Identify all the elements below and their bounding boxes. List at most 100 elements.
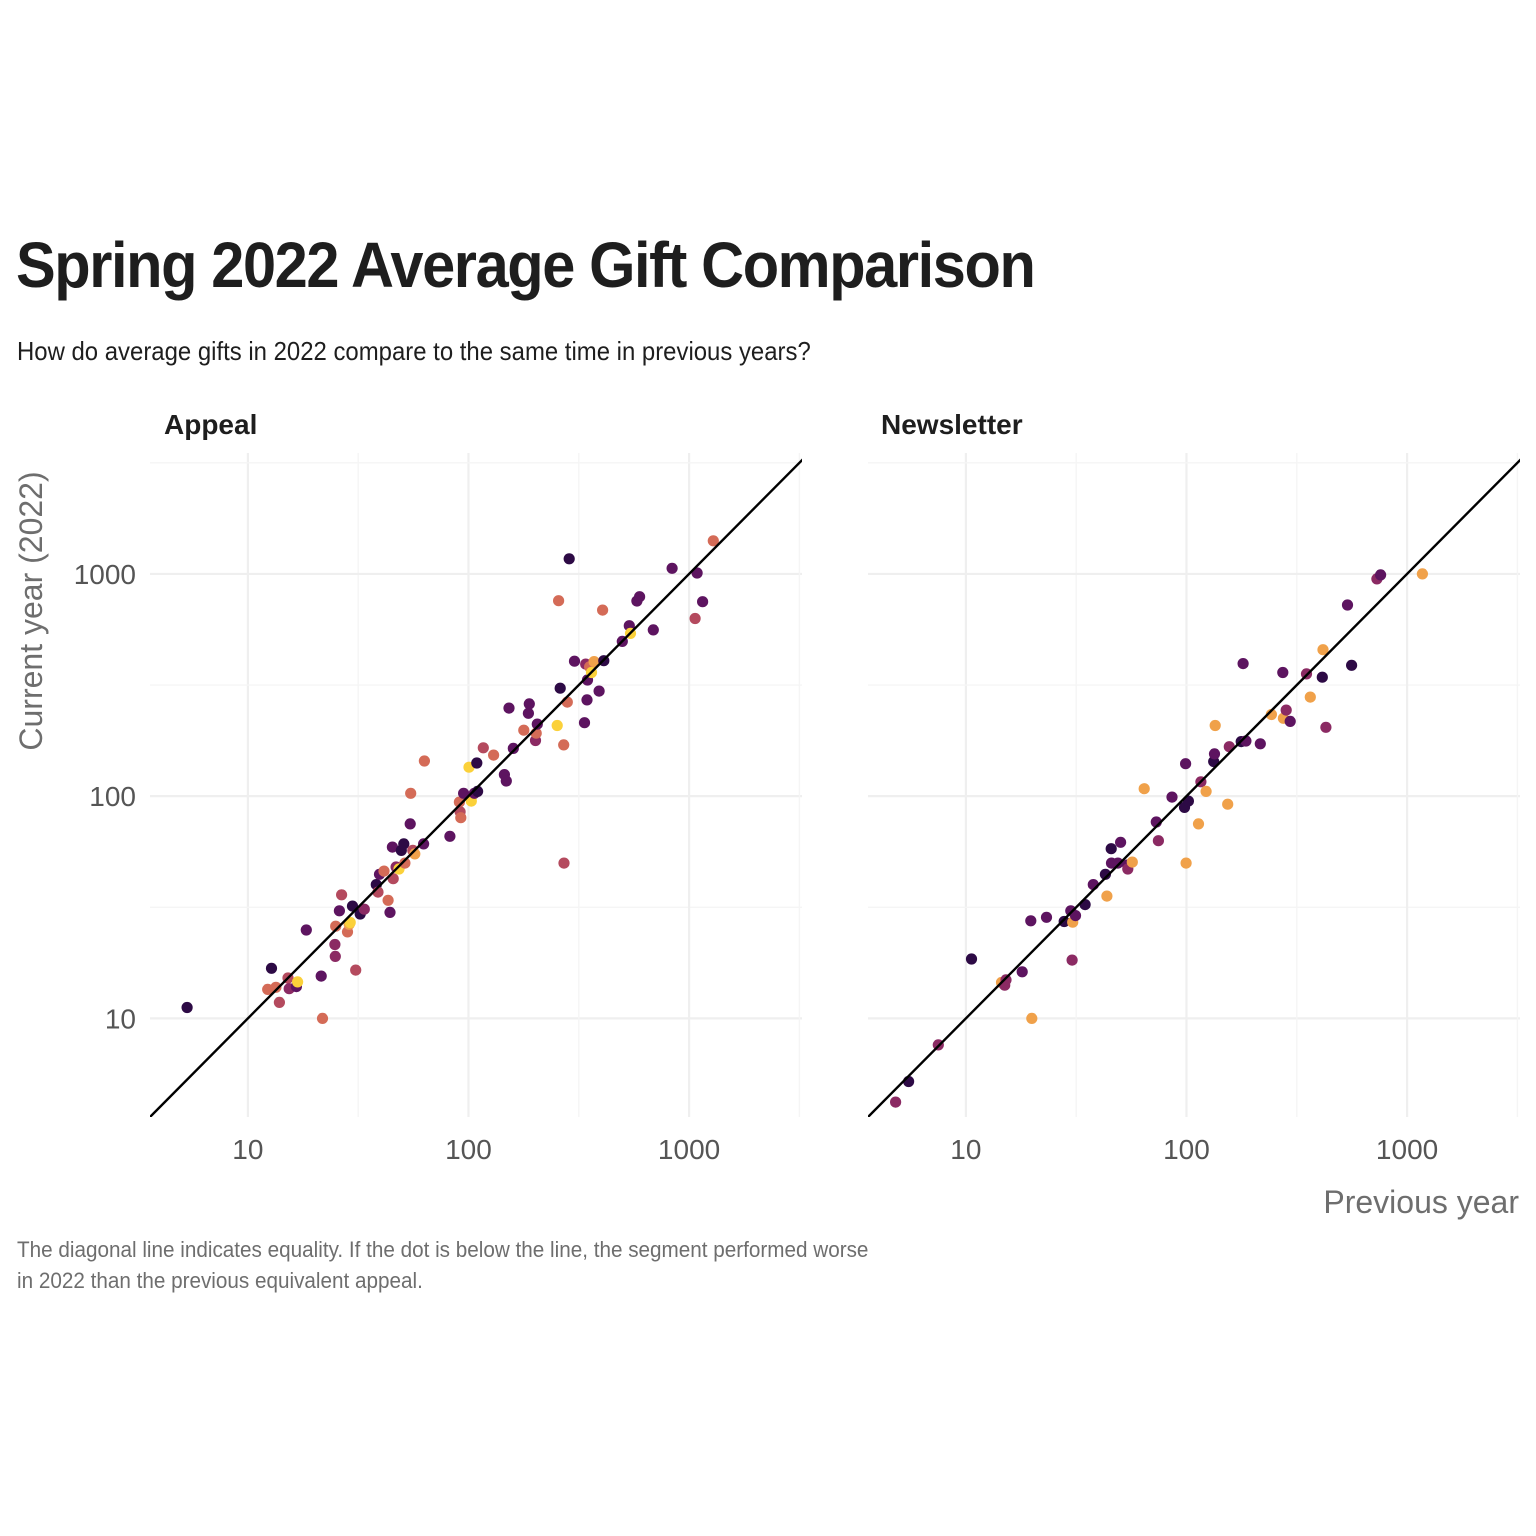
x-tick-label: 10 <box>232 1134 263 1165</box>
data-point <box>707 535 719 547</box>
x-tick-label: 10 <box>950 1134 981 1165</box>
equality-line <box>150 458 802 1117</box>
data-point <box>965 953 978 965</box>
data-point <box>593 685 605 697</box>
data-point <box>1112 857 1124 869</box>
data-point <box>418 838 430 850</box>
data-point <box>1254 738 1266 750</box>
data-point <box>329 938 341 951</box>
y-tick-label: 10 <box>105 1003 136 1034</box>
x-tick-label: 1000 <box>1376 1134 1438 1165</box>
chart-title: Spring 2022 Average Gift Comparison <box>16 229 1036 301</box>
data-point <box>1346 659 1358 671</box>
y-axis-title: Current year (2022) <box>13 471 49 750</box>
data-point <box>588 656 600 668</box>
data-point <box>405 787 417 799</box>
data-point <box>1101 890 1113 902</box>
data-point <box>315 970 327 982</box>
data-point <box>1265 708 1277 721</box>
data-point <box>1222 798 1234 810</box>
data-point <box>1099 868 1111 880</box>
data-point <box>1209 719 1221 732</box>
data-point <box>689 612 701 625</box>
data-point <box>382 894 394 906</box>
data-point <box>1416 568 1428 580</box>
data-point <box>553 595 565 607</box>
gridlines <box>150 453 802 1117</box>
data-point <box>697 596 709 608</box>
data-point <box>273 996 285 1009</box>
data-point <box>398 838 410 850</box>
data-point <box>890 1096 902 1108</box>
data-point <box>666 562 678 574</box>
chart-subtitle: How do average gifts in 2022 compare to … <box>17 336 811 366</box>
y-tick-label: 1000 <box>74 559 136 590</box>
data-point <box>522 707 535 719</box>
data-point <box>551 719 563 732</box>
x-tick-label: 1000 <box>658 1134 720 1165</box>
data-point <box>1026 1012 1038 1024</box>
data-point <box>1277 666 1289 679</box>
data-point <box>404 818 416 830</box>
panel-title-newsletter: Newsletter <box>881 409 1023 440</box>
data-point <box>578 717 591 729</box>
x-tick-label: 100 <box>1163 1134 1210 1165</box>
data-point <box>1375 569 1387 581</box>
data-point <box>384 906 396 919</box>
data-points <box>890 568 1428 1108</box>
data-point <box>1138 783 1150 795</box>
data-point <box>1040 911 1053 923</box>
data-point <box>1284 715 1296 728</box>
data-point <box>597 604 609 616</box>
data-point <box>471 757 483 769</box>
data-point <box>453 796 465 808</box>
data-point <box>1126 856 1138 868</box>
data-point <box>329 950 341 963</box>
data-point <box>1152 835 1164 847</box>
data-point <box>1180 857 1192 869</box>
data-point <box>1115 836 1127 848</box>
data-point <box>518 724 530 736</box>
data-point <box>1016 966 1028 978</box>
data-point <box>1200 785 1212 798</box>
y-tick-label: 100 <box>89 781 136 812</box>
data-point <box>444 830 456 842</box>
data-point <box>1069 910 1082 922</box>
equality-line-segment <box>868 458 1520 1117</box>
data-point <box>1058 915 1070 928</box>
panel-newsletter: Newsletter 10 100 1000 <box>868 409 1520 1165</box>
panel-title-appeal: Appeal <box>164 409 257 440</box>
data-point <box>523 698 535 710</box>
data-point <box>292 976 304 988</box>
data-point <box>554 682 566 694</box>
data-point <box>1316 671 1328 683</box>
data-point <box>558 857 570 869</box>
data-point <box>333 905 345 917</box>
data-point <box>581 694 593 706</box>
data-point <box>1280 704 1292 716</box>
data-points <box>181 535 719 1024</box>
data-point <box>1000 974 1012 986</box>
data-point <box>418 755 430 767</box>
equality-line <box>868 458 1520 1117</box>
data-point <box>558 739 570 751</box>
data-point <box>386 841 398 853</box>
data-point <box>568 655 581 667</box>
data-point <box>316 1012 329 1024</box>
x-tick-labels: 10 100 1000 <box>232 1134 720 1165</box>
data-point <box>1066 954 1078 966</box>
gridlines <box>868 453 1520 1117</box>
equality-line-segment <box>150 458 802 1117</box>
data-point <box>1237 658 1249 670</box>
data-point <box>358 903 370 915</box>
data-point <box>1180 758 1192 770</box>
data-point <box>1320 721 1332 733</box>
data-point <box>330 920 342 932</box>
data-point <box>488 749 500 761</box>
data-point <box>507 742 519 755</box>
data-point <box>1317 644 1329 656</box>
data-point <box>455 812 467 824</box>
data-point <box>1341 599 1354 611</box>
data-point <box>350 964 362 976</box>
chart-caption: The diagonal line indicates equality. If… <box>17 1234 995 1296</box>
